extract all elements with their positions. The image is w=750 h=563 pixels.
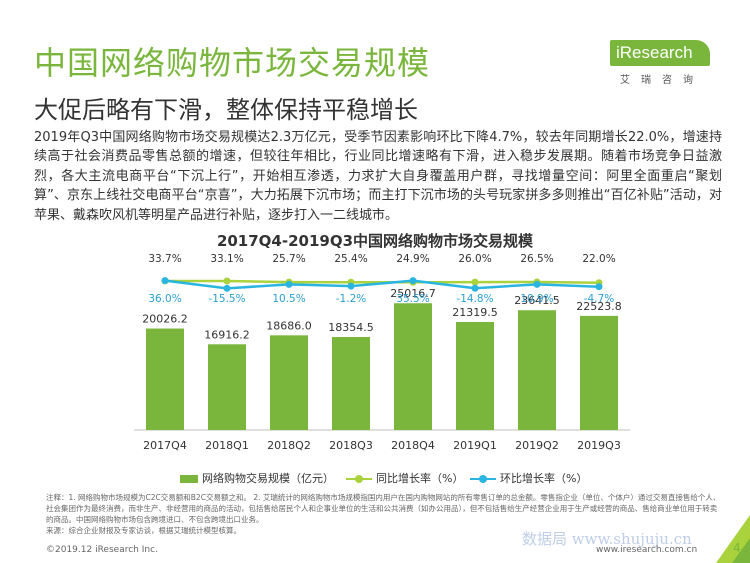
- website-url: www.iresearch.com.cn: [596, 545, 698, 555]
- bar-2019Q2: [518, 310, 556, 430]
- x-tick-2018Q3: 2018Q3: [329, 439, 373, 452]
- mom-label-2017Q4: 36.0%: [148, 293, 181, 305]
- legend-label-yoy: 同比增长率（%）: [376, 472, 464, 485]
- mom-point-2018Q4: [409, 277, 417, 285]
- bar-2019Q1: [456, 321, 494, 430]
- legend-mom-swatch: [470, 474, 496, 484]
- mom-point-2018Q1: [223, 284, 231, 292]
- chart-title: 2017Q4-2019Q3中国网络购物市场交易规模: [216, 232, 534, 250]
- footnote: 注释：1. 网络购物市场规模为C2C交易额和B2C交易额之和。 2. 艾瑞统计的…: [46, 492, 722, 536]
- summary-paragraph: 2019年Q3中国网络购物市场交易规模达2.3万亿元，受季节因素影响环比下降4.…: [34, 130, 722, 223]
- chart-legend: 网络购物交易规模（亿元） 同比增长率（%） 环比增长率（%）: [180, 470, 600, 486]
- legend-label-bar: 网络购物交易规模（亿元）: [202, 472, 334, 485]
- bar-label-2018Q1: 16916.2: [204, 328, 250, 341]
- mom-label-2018Q3: -1.2%: [336, 293, 366, 305]
- yoy-label-2018Q3: 25.4%: [334, 253, 367, 265]
- x-tick-2018Q4: 2018Q4: [391, 439, 435, 452]
- bar-label-2018Q2: 18686.0: [266, 319, 312, 332]
- x-tick-2017Q4: 2017Q4: [143, 439, 187, 452]
- legend-item-mom: 环比增长率（%）: [470, 470, 587, 486]
- footnote-text: 注释：1. 网络购物市场规模为C2C交易额和B2C交易额之和。 2. 艾瑞统计的…: [46, 493, 721, 524]
- yoy-label-2019Q1: 26.0%: [458, 253, 491, 265]
- yoy-label-2019Q3: 22.0%: [582, 253, 615, 265]
- yoy-label-2018Q4: 24.9%: [396, 253, 429, 265]
- bar-2018Q2: [270, 335, 308, 430]
- legend-bar-swatch: [180, 475, 198, 483]
- iresearch-logo: iResearch 艾瑞咨询: [610, 40, 720, 90]
- logo-badge: [610, 40, 710, 66]
- mom-line: [164, 279, 600, 290]
- yoy-label-2019Q2: 26.5%: [520, 253, 553, 265]
- mom-point-2019Q3: [595, 283, 603, 291]
- mom-label-2018Q1: -15.5%: [208, 293, 245, 305]
- bar-2018Q1: [208, 344, 246, 430]
- x-tick-2019Q1: 2019Q1: [453, 439, 497, 452]
- bar-label-2017Q4: 20026.2: [142, 313, 188, 326]
- page-subtitle: 大促后略有下滑，整体保持平稳增长: [34, 96, 418, 124]
- bar-label-2018Q3: 18354.5: [328, 321, 374, 334]
- logo-brand: iResearch: [616, 43, 693, 62]
- yoy-label-2018Q1: 33.1%: [210, 253, 243, 265]
- bar-label-2018Q4: 25016.7: [390, 287, 436, 300]
- legend-item-yoy: 同比增长率（%）: [346, 470, 463, 486]
- x-tick-2018Q1: 2018Q1: [205, 439, 249, 452]
- page-title: 中国网络购物市场交易规模: [34, 44, 431, 82]
- yoy-label-2017Q4: 33.7%: [148, 253, 181, 265]
- logo-subtitle: 艾瑞咨询: [620, 75, 704, 86]
- bar-2018Q3: [332, 337, 370, 430]
- bar-label-2019Q2: 23641.5: [514, 294, 560, 307]
- mom-label-2019Q2: 10.9%: [520, 293, 553, 305]
- mom-label-2019Q1: -14.8%: [456, 293, 493, 305]
- mom-point-2018Q2: [285, 280, 293, 288]
- yoy-point-2018Q1: [223, 277, 231, 285]
- bar-label-2019Q1: 21319.5: [452, 306, 498, 319]
- x-tick-2019Q2: 2019Q2: [515, 439, 559, 452]
- x-tick-2019Q3: 2019Q3: [577, 439, 621, 452]
- mom-label-2018Q2: 10.5%: [272, 293, 305, 305]
- legend-item-bar: 网络购物交易规模（亿元）: [180, 470, 334, 486]
- bar-2019Q3: [580, 315, 618, 430]
- mom-point-2019Q1: [471, 284, 479, 292]
- bar-label-2019Q3: 22523.8: [576, 300, 622, 313]
- mom-point-2018Q3: [347, 282, 355, 290]
- yoy-label-2018Q2: 25.7%: [272, 253, 305, 265]
- mom-label-2018Q4: 35.5%: [396, 293, 429, 305]
- mom-point-2019Q2: [533, 280, 541, 288]
- copyright: ©2019.12 iResearch Inc.: [46, 545, 158, 555]
- source-text: 来源：综合企业财报及专家访谈，根据艾瑞统计模型核算。: [46, 526, 241, 535]
- yoy-point-2019Q1: [471, 278, 479, 286]
- legend-yoy-swatch: [346, 474, 372, 484]
- legend-label-mom: 环比增长率（%）: [500, 472, 588, 485]
- watermark: 数据局 www.shujuju.cn: [522, 530, 692, 548]
- mom-point-2017Q4: [161, 277, 169, 285]
- page-number: 4: [733, 541, 741, 555]
- mom-label-2019Q3: -4.7%: [584, 293, 614, 305]
- x-tick-2018Q2: 2018Q2: [267, 439, 311, 452]
- bar-2018Q4: [394, 303, 432, 430]
- bar-2017Q4: [146, 328, 184, 430]
